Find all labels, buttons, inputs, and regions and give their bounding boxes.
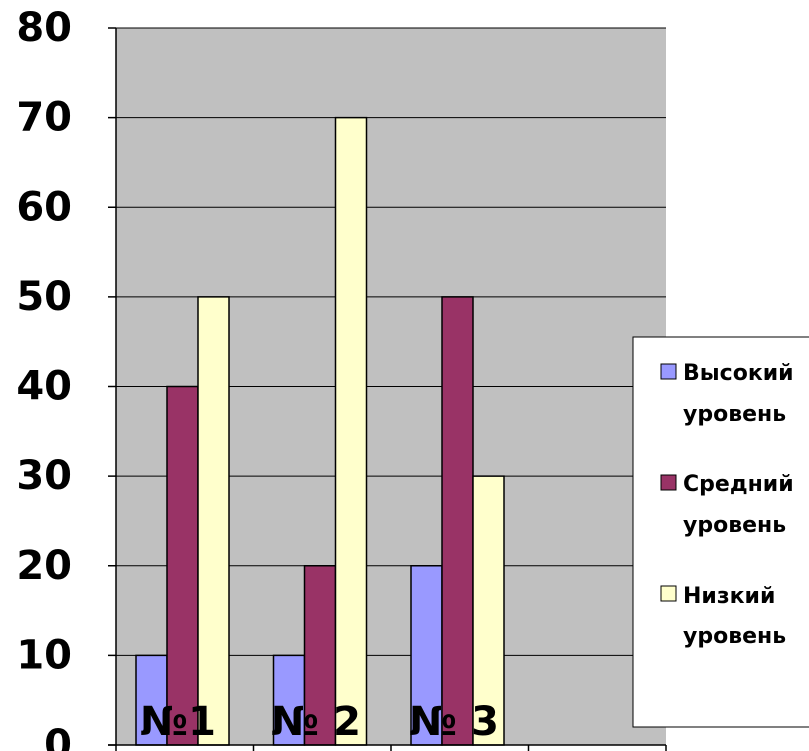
y-tick-label-70: 70: [16, 95, 72, 141]
legend-swatch-high: [660, 363, 677, 380]
legend-high-line2: уровень: [683, 402, 786, 427]
y-tick-label-40: 40: [16, 364, 72, 410]
bars: [135, 116, 505, 746]
bar-low-cat1: [197, 296, 230, 746]
x-category-label-1: №1: [140, 699, 216, 745]
legend-medium-line1: Средний: [683, 472, 794, 497]
x-category-label-3: № 3: [409, 699, 499, 745]
bar-low-cat3: [472, 475, 505, 746]
legend: Высокий уровень Средний уровень Низкий у…: [632, 336, 809, 728]
bar-low-cat2: [334, 116, 368, 746]
legend-low-line1: Низкий: [683, 584, 775, 609]
legend-high-line1: Высокий: [683, 361, 794, 386]
y-tick-label-80: 80: [16, 5, 72, 51]
bar-medium-cat3: [441, 296, 474, 746]
x-ticks: [115, 745, 667, 751]
y-tick-label-50: 50: [16, 274, 72, 320]
y-tick-label-30: 30: [16, 453, 72, 499]
bar-high-cat3: [410, 565, 443, 746]
legend-box: [632, 336, 809, 728]
y-tick-label-60: 60: [16, 184, 72, 230]
y-tick-label-10: 10: [16, 632, 72, 678]
legend-swatch-medium: [660, 474, 677, 491]
x-category-label-2: № 2: [271, 699, 361, 745]
bar-medium-cat1: [166, 385, 199, 746]
y-tick-label-20: 20: [16, 543, 72, 589]
legend-low-line2: уровень: [683, 624, 786, 649]
y-ticks: [108, 27, 116, 746]
legend-medium-line2: уровень: [683, 513, 786, 538]
y-axis-tick-labels: 0 10 20 30 40 50 60 70 80: [16, 5, 72, 751]
y-tick-label-0: 0: [44, 722, 72, 751]
x-axis-category-labels: №1 № 2 № 3: [140, 699, 499, 745]
legend-swatch-low: [660, 585, 677, 602]
